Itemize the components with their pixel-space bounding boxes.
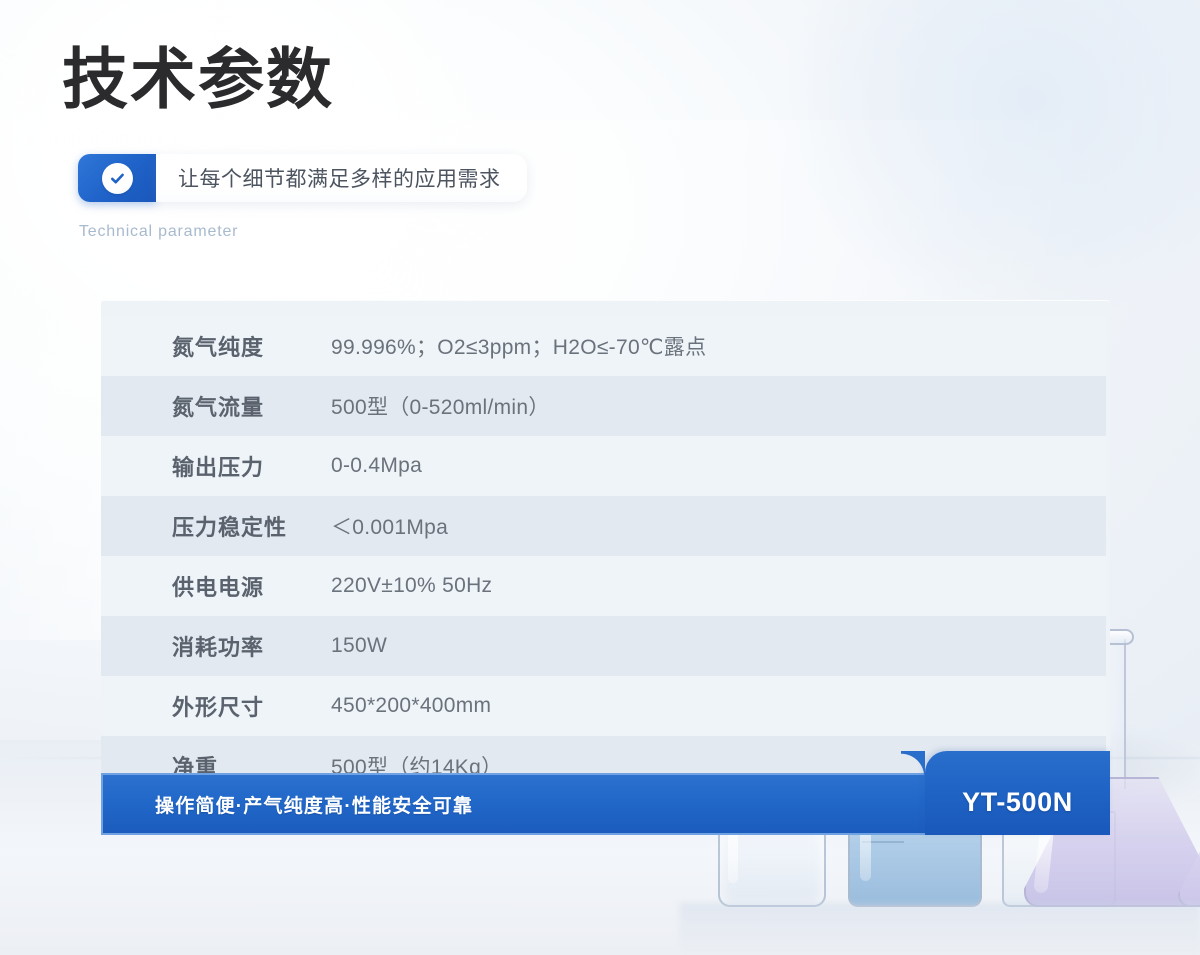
product-banner: 操作简便·产气纯度高·性能安全可靠 YT-500N <box>101 751 1110 835</box>
banner-tagline: 操作简便·产气纯度高·性能安全可靠 <box>155 795 474 817</box>
spec-value: 150W <box>331 634 388 657</box>
spec-label: 氮气流量 <box>172 395 265 420</box>
spec-value: 0-0.4Mpa <box>331 454 423 477</box>
check-circle-icon <box>101 162 133 194</box>
model-tab <box>901 751 1110 835</box>
spec-row: 消耗功率 150W <box>101 616 1106 676</box>
spec-label: 供电电源 <box>172 575 265 600</box>
spec-row: 氮气纯度 99.996%；O2≤3ppm；H2O≤-70℃露点 <box>101 316 1106 376</box>
glassware-reflection <box>680 903 1200 955</box>
spec-row: 外形尺寸 450*200*400mm <box>101 676 1106 736</box>
spec-label: 输出压力 <box>172 455 265 480</box>
eyebrow-text: Technical parameter <box>79 223 239 240</box>
check-badge <box>78 154 156 202</box>
subtitle-pill: 让每个细节都满足多样的应用需求 <box>156 154 527 202</box>
spec-row: 供电电源 220V±10% 50Hz <box>101 556 1106 616</box>
subtitle-banner: 让每个细节都满足多样的应用需求 <box>78 154 527 202</box>
subtitle-text: 让每个细节都满足多样的应用需求 <box>178 168 501 191</box>
spec-label: 外形尺寸 <box>172 695 265 720</box>
spec-row: 输出压力 0-0.4Mpa <box>101 436 1106 496</box>
spec-value: 220V±10% 50Hz <box>331 574 493 597</box>
spec-value: 500型（0-520ml/min） <box>331 396 550 419</box>
spec-row: 压力稳定性 ＜0.001Mpa <box>101 496 1106 556</box>
spec-label: 压力稳定性 <box>172 515 288 540</box>
spec-table-body: 氮气纯度 99.996%；O2≤3ppm；H2O≤-70℃露点氮气流量 500型（0… <box>101 316 1106 796</box>
spec-row: 氮气流量 500型（0-520ml/min） <box>101 376 1106 436</box>
spec-label: 氮气纯度 <box>172 335 265 360</box>
spec-value: 450*200*400mm <box>331 694 492 717</box>
beaker-graduation-mark <box>862 841 904 843</box>
spec-label: 消耗功率 <box>172 635 265 660</box>
model-name: YT-500N <box>962 786 1073 817</box>
spec-value: 99.996%；O2≤3ppm；H2O≤-70℃露点 <box>331 336 707 359</box>
spec-table-card: 氮气纯度 99.996%；O2≤3ppm；H2O≤-70℃露点氮气流量 500型（0… <box>101 300 1110 800</box>
spec-value: ＜0.001Mpa <box>331 516 449 539</box>
page-title: 技术参数 <box>62 42 334 116</box>
page-header: 技术参数 <box>62 46 334 112</box>
